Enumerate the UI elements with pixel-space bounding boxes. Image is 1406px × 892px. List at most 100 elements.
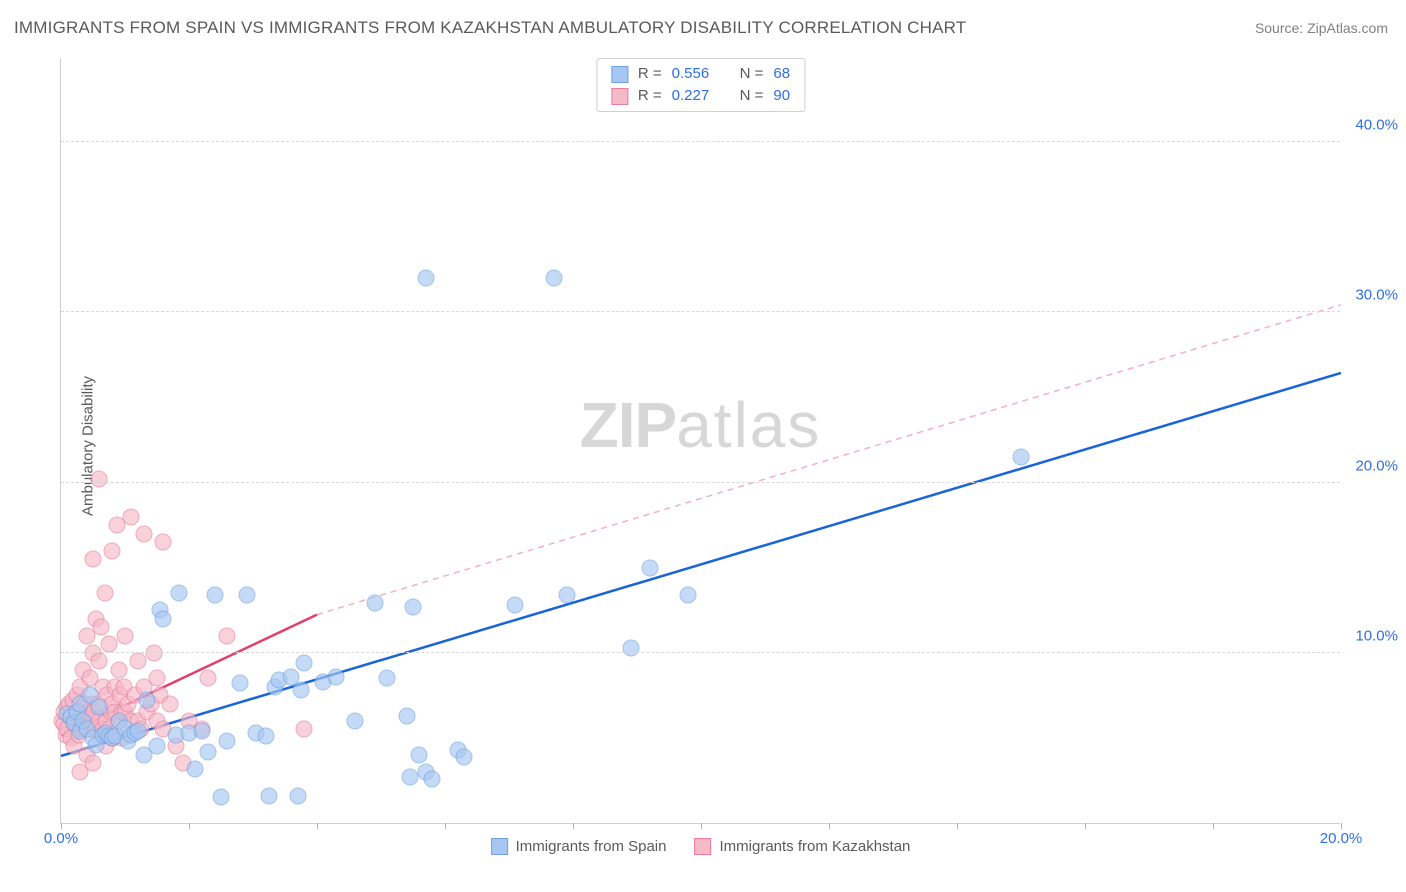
data-point (296, 721, 313, 738)
y-tick-label: 40.0% (1346, 117, 1398, 134)
source-attribution: Source: ZipAtlas.com (1255, 20, 1388, 36)
legend-row: R = 0.556 N = 68 (611, 63, 790, 85)
n-value: 90 (773, 85, 790, 107)
data-point (293, 682, 310, 699)
legend-swatch (611, 88, 628, 105)
data-point (398, 707, 415, 724)
data-point (145, 644, 162, 661)
gridline (61, 482, 1340, 483)
data-point (289, 787, 306, 804)
data-point (680, 586, 697, 603)
x-tick-label: 20.0% (1320, 830, 1363, 847)
data-point (347, 712, 364, 729)
data-point (206, 586, 223, 603)
x-tick-mark (1085, 823, 1086, 829)
x-tick-mark (317, 823, 318, 829)
gridline (61, 311, 1340, 312)
gridline (61, 652, 1340, 653)
n-label: N = (740, 85, 764, 107)
data-point (261, 787, 278, 804)
data-point (219, 733, 236, 750)
data-point (1013, 449, 1030, 466)
data-point (558, 586, 575, 603)
plot-area: ZIPatlas R =0.556N =68R =0.227N =90 Immi… (60, 58, 1340, 824)
data-point (379, 670, 396, 687)
x-tick-mark (1341, 823, 1342, 829)
n-label: N = (740, 63, 764, 85)
legend-swatch (611, 66, 628, 83)
data-point (193, 723, 210, 740)
data-point (424, 770, 441, 787)
data-point (366, 595, 383, 612)
legend-item: Immigrants from Spain (491, 838, 667, 855)
r-label: R = (638, 63, 662, 85)
y-tick-label: 20.0% (1346, 457, 1398, 474)
data-point (129, 653, 146, 670)
data-point (200, 670, 217, 687)
data-point (545, 270, 562, 287)
legend-swatch (694, 838, 711, 855)
data-point (91, 471, 108, 488)
data-point (257, 728, 274, 745)
data-point (123, 508, 140, 525)
data-point (129, 723, 146, 740)
gridline (61, 141, 1340, 142)
data-point (641, 559, 658, 576)
data-point (91, 699, 108, 716)
data-point (232, 675, 249, 692)
x-tick-label: 0.0% (44, 830, 78, 847)
data-point (417, 270, 434, 287)
data-point (296, 655, 313, 672)
y-tick-label: 30.0% (1346, 287, 1398, 304)
data-point (96, 585, 113, 602)
data-point (328, 668, 345, 685)
r-value: 0.556 (672, 63, 724, 85)
r-value: 0.227 (672, 85, 724, 107)
x-tick-mark (573, 823, 574, 829)
data-point (213, 789, 230, 806)
data-point (171, 585, 188, 602)
data-point (85, 755, 102, 772)
n-value: 68 (773, 63, 790, 85)
data-point (622, 639, 639, 656)
legend-label: Immigrants from Kazakhstan (719, 838, 910, 855)
data-point (85, 551, 102, 568)
x-tick-mark (957, 823, 958, 829)
data-point (187, 760, 204, 777)
r-label: R = (638, 85, 662, 107)
x-tick-mark (701, 823, 702, 829)
data-point (104, 542, 121, 559)
data-point (456, 748, 473, 765)
data-point (155, 610, 172, 627)
legend-item: Immigrants from Kazakhstan (694, 838, 910, 855)
data-point (149, 670, 166, 687)
data-point (117, 627, 134, 644)
correlation-legend: R = 0.556 N = 68 R = 0.227 N = 90 (596, 58, 805, 112)
data-point (110, 661, 127, 678)
data-point (91, 653, 108, 670)
x-tick-mark (189, 823, 190, 829)
data-point (238, 586, 255, 603)
series-legend: Immigrants from Spain Immigrants from Kaz… (491, 838, 911, 855)
data-point (92, 619, 109, 636)
x-tick-mark (61, 823, 62, 829)
y-tick-label: 10.0% (1346, 627, 1398, 644)
scatter-layer (61, 58, 1340, 823)
data-point (401, 769, 418, 786)
legend-swatch (491, 838, 508, 855)
data-point (507, 597, 524, 614)
data-point (155, 534, 172, 551)
data-point (136, 525, 153, 542)
data-point (139, 692, 156, 709)
data-point (200, 743, 217, 760)
legend-label: Immigrants from Spain (516, 838, 667, 855)
chart-title: IMMIGRANTS FROM SPAIN VS IMMIGRANTS FROM… (14, 18, 966, 38)
data-point (219, 627, 236, 644)
data-point (101, 636, 118, 653)
x-tick-mark (445, 823, 446, 829)
data-point (149, 738, 166, 755)
data-point (161, 695, 178, 712)
x-tick-mark (829, 823, 830, 829)
data-point (411, 746, 428, 763)
data-point (405, 598, 422, 615)
